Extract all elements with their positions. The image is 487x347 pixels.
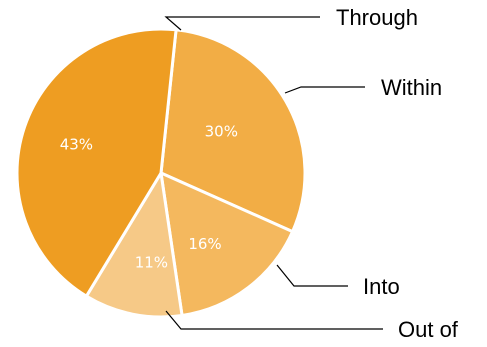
category-label-through: Through [336, 5, 418, 30]
leader-line-into [276, 264, 348, 287]
pie-slice-out-of [84, 171, 184, 319]
pie-slice-within [159, 28, 307, 234]
category-label-into: Into [363, 274, 400, 299]
percent-label-into: 16% [188, 235, 221, 253]
pie-slice-through [15, 27, 178, 298]
percent-label-out-of: 11% [135, 254, 168, 272]
percent-label-through: 43% [60, 136, 93, 154]
leader-lines [164, 16, 383, 330]
pie-slices [15, 27, 307, 319]
leader-line-within [284, 86, 365, 94]
leader-line-out-of [165, 310, 383, 330]
category-labels: Through Within Into Out of [336, 5, 459, 342]
category-label-within: Within [381, 75, 442, 100]
percent-label-within: 30% [205, 122, 238, 140]
pie-slice-into [159, 171, 295, 317]
pie-percent-labels: 30% 16% 11% 43% [60, 122, 238, 271]
leader-line-through [164, 16, 320, 31]
category-label-out-of: Out of [398, 317, 459, 342]
